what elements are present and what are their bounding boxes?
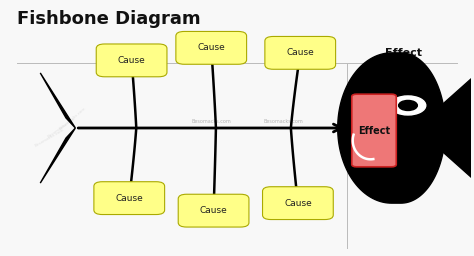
FancyBboxPatch shape [265,36,336,69]
Text: Cause: Cause [197,43,225,52]
Text: Cause: Cause [200,206,228,215]
Polygon shape [438,70,474,186]
Text: Besomacks.com: Besomacks.com [191,119,231,124]
Circle shape [390,96,426,115]
FancyBboxPatch shape [263,187,333,220]
Text: Effect: Effect [385,48,422,58]
FancyBboxPatch shape [176,31,246,64]
Text: Cause: Cause [286,48,314,57]
Text: Cause: Cause [118,56,146,65]
Text: Fishbone Diagram: Fishbone Diagram [17,10,201,28]
Text: Cause: Cause [284,199,312,208]
FancyBboxPatch shape [178,194,249,227]
Text: Besomacks.com: Besomacks.com [34,128,65,148]
Polygon shape [338,53,446,203]
Text: Besomacks.com: Besomacks.com [46,117,76,139]
Circle shape [399,100,417,111]
Polygon shape [40,73,75,128]
Text: Causes: Causes [177,48,222,58]
Polygon shape [40,128,75,183]
FancyBboxPatch shape [94,182,164,215]
Text: Besomacks.com: Besomacks.com [59,106,87,130]
FancyBboxPatch shape [352,94,396,167]
Text: Effect: Effect [358,125,390,135]
FancyBboxPatch shape [96,44,167,77]
Text: Cause: Cause [115,194,143,203]
Text: Besomacks.com: Besomacks.com [264,119,304,124]
